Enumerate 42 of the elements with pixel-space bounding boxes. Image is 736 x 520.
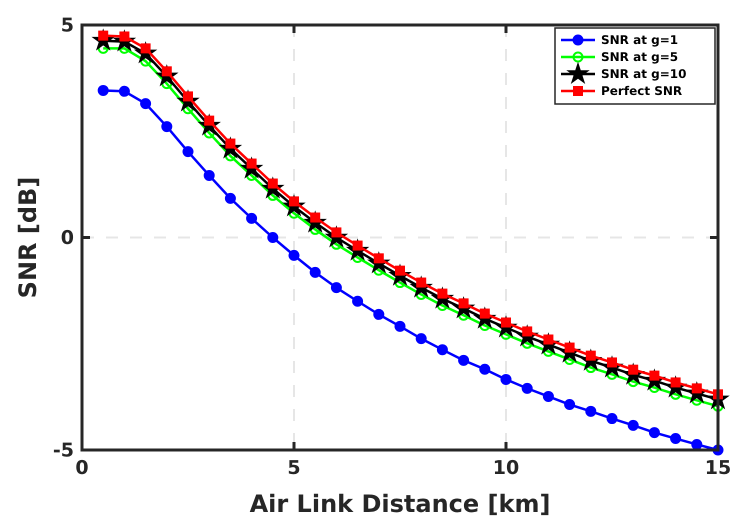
point <box>416 333 427 344</box>
point <box>500 374 512 385</box>
x-tick-label: 0 <box>75 457 89 479</box>
point <box>288 250 300 261</box>
y-axis-title: SNR [dB] <box>14 176 42 298</box>
point <box>648 427 660 438</box>
point <box>394 320 406 332</box>
legend-label: SNR at g=5 <box>601 50 678 64</box>
point <box>204 170 215 181</box>
point <box>140 98 152 110</box>
y-tick-label: 0 <box>60 227 74 250</box>
point <box>585 406 596 417</box>
point <box>522 382 533 394</box>
x-tick-label: 5 <box>287 457 301 479</box>
legend-label: SNR at g=10 <box>601 67 686 82</box>
point <box>161 121 172 132</box>
point <box>436 344 448 356</box>
y-tick-label: -5 <box>52 440 74 462</box>
x-tick-label: 10 <box>492 457 520 479</box>
point <box>330 282 342 294</box>
legend-label: Perfect SNR <box>601 84 682 98</box>
point <box>118 86 130 97</box>
point <box>224 192 236 204</box>
point <box>182 146 194 158</box>
point <box>606 413 618 424</box>
legend-label: SNR at g=1 <box>601 33 678 48</box>
point <box>628 420 639 431</box>
point <box>691 438 702 450</box>
point <box>352 296 364 307</box>
x-axis-title: Air Link Distance [km] <box>250 490 550 518</box>
point <box>458 354 470 366</box>
point <box>373 308 384 320</box>
point <box>670 433 682 444</box>
point <box>542 390 554 402</box>
point <box>267 232 278 243</box>
point <box>310 266 321 278</box>
point <box>564 399 576 410</box>
point <box>246 212 258 224</box>
x-tick-label: 15 <box>704 457 732 479</box>
y-tick-label: 5 <box>60 14 74 37</box>
point <box>479 364 490 375</box>
point <box>98 84 109 96</box>
